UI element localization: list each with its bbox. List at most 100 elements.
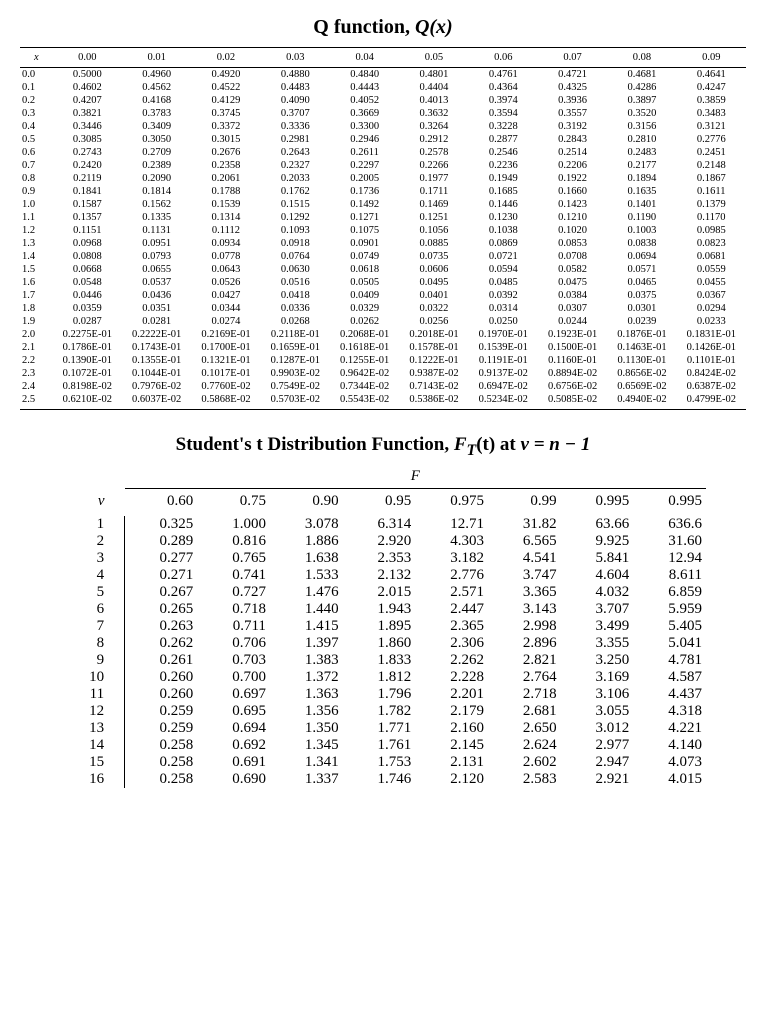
q-cell: 0.0582 bbox=[538, 263, 607, 276]
t-cell: 0.718 bbox=[197, 601, 270, 618]
q-row-header: 1.8 bbox=[20, 302, 53, 315]
t-cell: 4.541 bbox=[488, 550, 561, 567]
q-cell: 0.1492 bbox=[330, 198, 399, 211]
q-cell: 0.0869 bbox=[469, 237, 538, 250]
q-cell: 0.3121 bbox=[677, 120, 746, 133]
q-cell: 0.2981 bbox=[261, 133, 330, 146]
q-cell: 0.0526 bbox=[191, 276, 260, 289]
t-cell: 2.821 bbox=[488, 652, 561, 669]
q-cell: 0.0359 bbox=[53, 302, 122, 315]
q-cell: 0.4681 bbox=[607, 68, 676, 82]
q-cell: 0.1831E-01 bbox=[677, 328, 746, 341]
q-cell: 0.3015 bbox=[191, 133, 260, 146]
q-cell: 0.0901 bbox=[330, 237, 399, 250]
t-cell: 4.318 bbox=[633, 703, 706, 720]
t-cell: 2.131 bbox=[415, 754, 488, 771]
q-cell: 0.7143E-02 bbox=[399, 380, 468, 393]
q-cell: 0.5386E-02 bbox=[399, 393, 468, 410]
t-cell: 1.860 bbox=[343, 635, 416, 652]
t-cell: 8.611 bbox=[633, 567, 706, 584]
q-cell: 0.5085E-02 bbox=[538, 393, 607, 410]
q-cell: 0.1788 bbox=[191, 185, 260, 198]
q-cell: 0.1321E-01 bbox=[191, 354, 260, 367]
q-cell: 0.2358 bbox=[191, 159, 260, 172]
t-cell: 1.943 bbox=[343, 601, 416, 618]
q-cell: 0.0548 bbox=[53, 276, 122, 289]
t-cell: 3.078 bbox=[270, 516, 343, 533]
t-cell: 5.959 bbox=[633, 601, 706, 618]
q-cell: 0.6210E-02 bbox=[53, 393, 122, 410]
q-cell: 0.3594 bbox=[469, 107, 538, 120]
t-col-header: 0.975 bbox=[415, 488, 488, 516]
q-cell: 0.4602 bbox=[53, 81, 122, 94]
t-cell: 9.925 bbox=[561, 533, 634, 550]
q-cell: 0.0793 bbox=[122, 250, 191, 263]
t-cell: 1.812 bbox=[343, 669, 416, 686]
q-cell: 0.4880 bbox=[261, 68, 330, 82]
q-cell: 0.3669 bbox=[330, 107, 399, 120]
q-cell: 0.1020 bbox=[538, 224, 607, 237]
q-cell: 0.1500E-01 bbox=[538, 341, 607, 354]
t-cell: 2.201 bbox=[415, 686, 488, 703]
q-cell: 0.2206 bbox=[538, 159, 607, 172]
t-cell: 2.920 bbox=[343, 533, 416, 550]
q-cell: 0.1977 bbox=[399, 172, 468, 185]
q-row-header: 1.4 bbox=[20, 250, 53, 263]
t-row-header: 15 bbox=[60, 754, 125, 771]
t-cell: 2.353 bbox=[343, 550, 416, 567]
q-cell: 0.4522 bbox=[191, 81, 260, 94]
q-table-row: 1.10.13570.13350.13140.12920.12710.12510… bbox=[20, 211, 746, 224]
q-cell: 0.9137E-02 bbox=[469, 367, 538, 380]
t-col-header: 0.995 bbox=[561, 488, 634, 516]
q-cell: 0.0262 bbox=[330, 315, 399, 328]
t-cell: 1.533 bbox=[270, 567, 343, 584]
t-cell: 0.289 bbox=[125, 533, 198, 550]
q-cell: 0.3336 bbox=[261, 120, 330, 133]
t-cell: 1.345 bbox=[270, 737, 343, 754]
q-row-header: 1.2 bbox=[20, 224, 53, 237]
q-cell: 0.0681 bbox=[677, 250, 746, 263]
q-cell: 0.1357 bbox=[53, 211, 122, 224]
q-cell: 0.2169E-01 bbox=[191, 328, 260, 341]
q-cell: 0.2643 bbox=[261, 146, 330, 159]
q-cell: 0.1423 bbox=[538, 198, 607, 211]
t-cell: 0.727 bbox=[197, 584, 270, 601]
q-cell: 0.0485 bbox=[469, 276, 538, 289]
q-cell: 0.6569E-02 bbox=[607, 380, 676, 393]
q-cell: 0.6947E-02 bbox=[469, 380, 538, 393]
t-row-header: 9 bbox=[60, 652, 125, 669]
q-table-row: 1.30.09680.09510.09340.09180.09010.08850… bbox=[20, 237, 746, 250]
t-cell: 1.886 bbox=[270, 533, 343, 550]
q-cell: 0.0559 bbox=[677, 263, 746, 276]
t-row-header: 3 bbox=[60, 550, 125, 567]
q-cell: 0.1044E-01 bbox=[122, 367, 191, 380]
t-table-row: 150.2580.6911.3411.7532.1312.6022.9474.0… bbox=[60, 754, 706, 771]
t-cell: 4.073 bbox=[633, 754, 706, 771]
q-cell: 0.1093 bbox=[261, 224, 330, 237]
q-function-table: x0.000.010.020.030.040.050.060.070.080.0… bbox=[20, 47, 746, 410]
t-table-row: 50.2670.7271.4762.0152.5713.3654.0326.85… bbox=[60, 584, 706, 601]
q-row-header: 1.9 bbox=[20, 315, 53, 328]
q-cell: 0.4247 bbox=[677, 81, 746, 94]
q-cell: 0.1335 bbox=[122, 211, 191, 224]
q-row-header: 0.6 bbox=[20, 146, 53, 159]
t-cell: 4.437 bbox=[633, 686, 706, 703]
q-title-text-b: Q(x) bbox=[415, 16, 453, 38]
t-cell: 2.947 bbox=[561, 754, 634, 771]
q-row-header: 0.5 bbox=[20, 133, 53, 146]
q-cell: 0.2420 bbox=[53, 159, 122, 172]
q-cell: 0.2946 bbox=[330, 133, 399, 146]
q-cell: 0.3859 bbox=[677, 94, 746, 107]
q-cell: 0.1287E-01 bbox=[261, 354, 330, 367]
q-cell: 0.5234E-02 bbox=[469, 393, 538, 410]
t-table-row: 130.2590.6941.3501.7712.1602.6503.0124.2… bbox=[60, 720, 706, 737]
q-cell: 0.9642E-02 bbox=[330, 367, 399, 380]
t-cell: 4.015 bbox=[633, 771, 706, 788]
q-cell: 0.1390E-01 bbox=[53, 354, 122, 367]
t-row-header: 16 bbox=[60, 771, 125, 788]
q-cell: 0.0606 bbox=[399, 263, 468, 276]
q-cell: 0.2236 bbox=[469, 159, 538, 172]
q-table-row: 1.00.15870.15620.15390.15150.14920.14690… bbox=[20, 198, 746, 211]
t-cell: 2.896 bbox=[488, 635, 561, 652]
t-cell: 0.259 bbox=[125, 703, 198, 720]
